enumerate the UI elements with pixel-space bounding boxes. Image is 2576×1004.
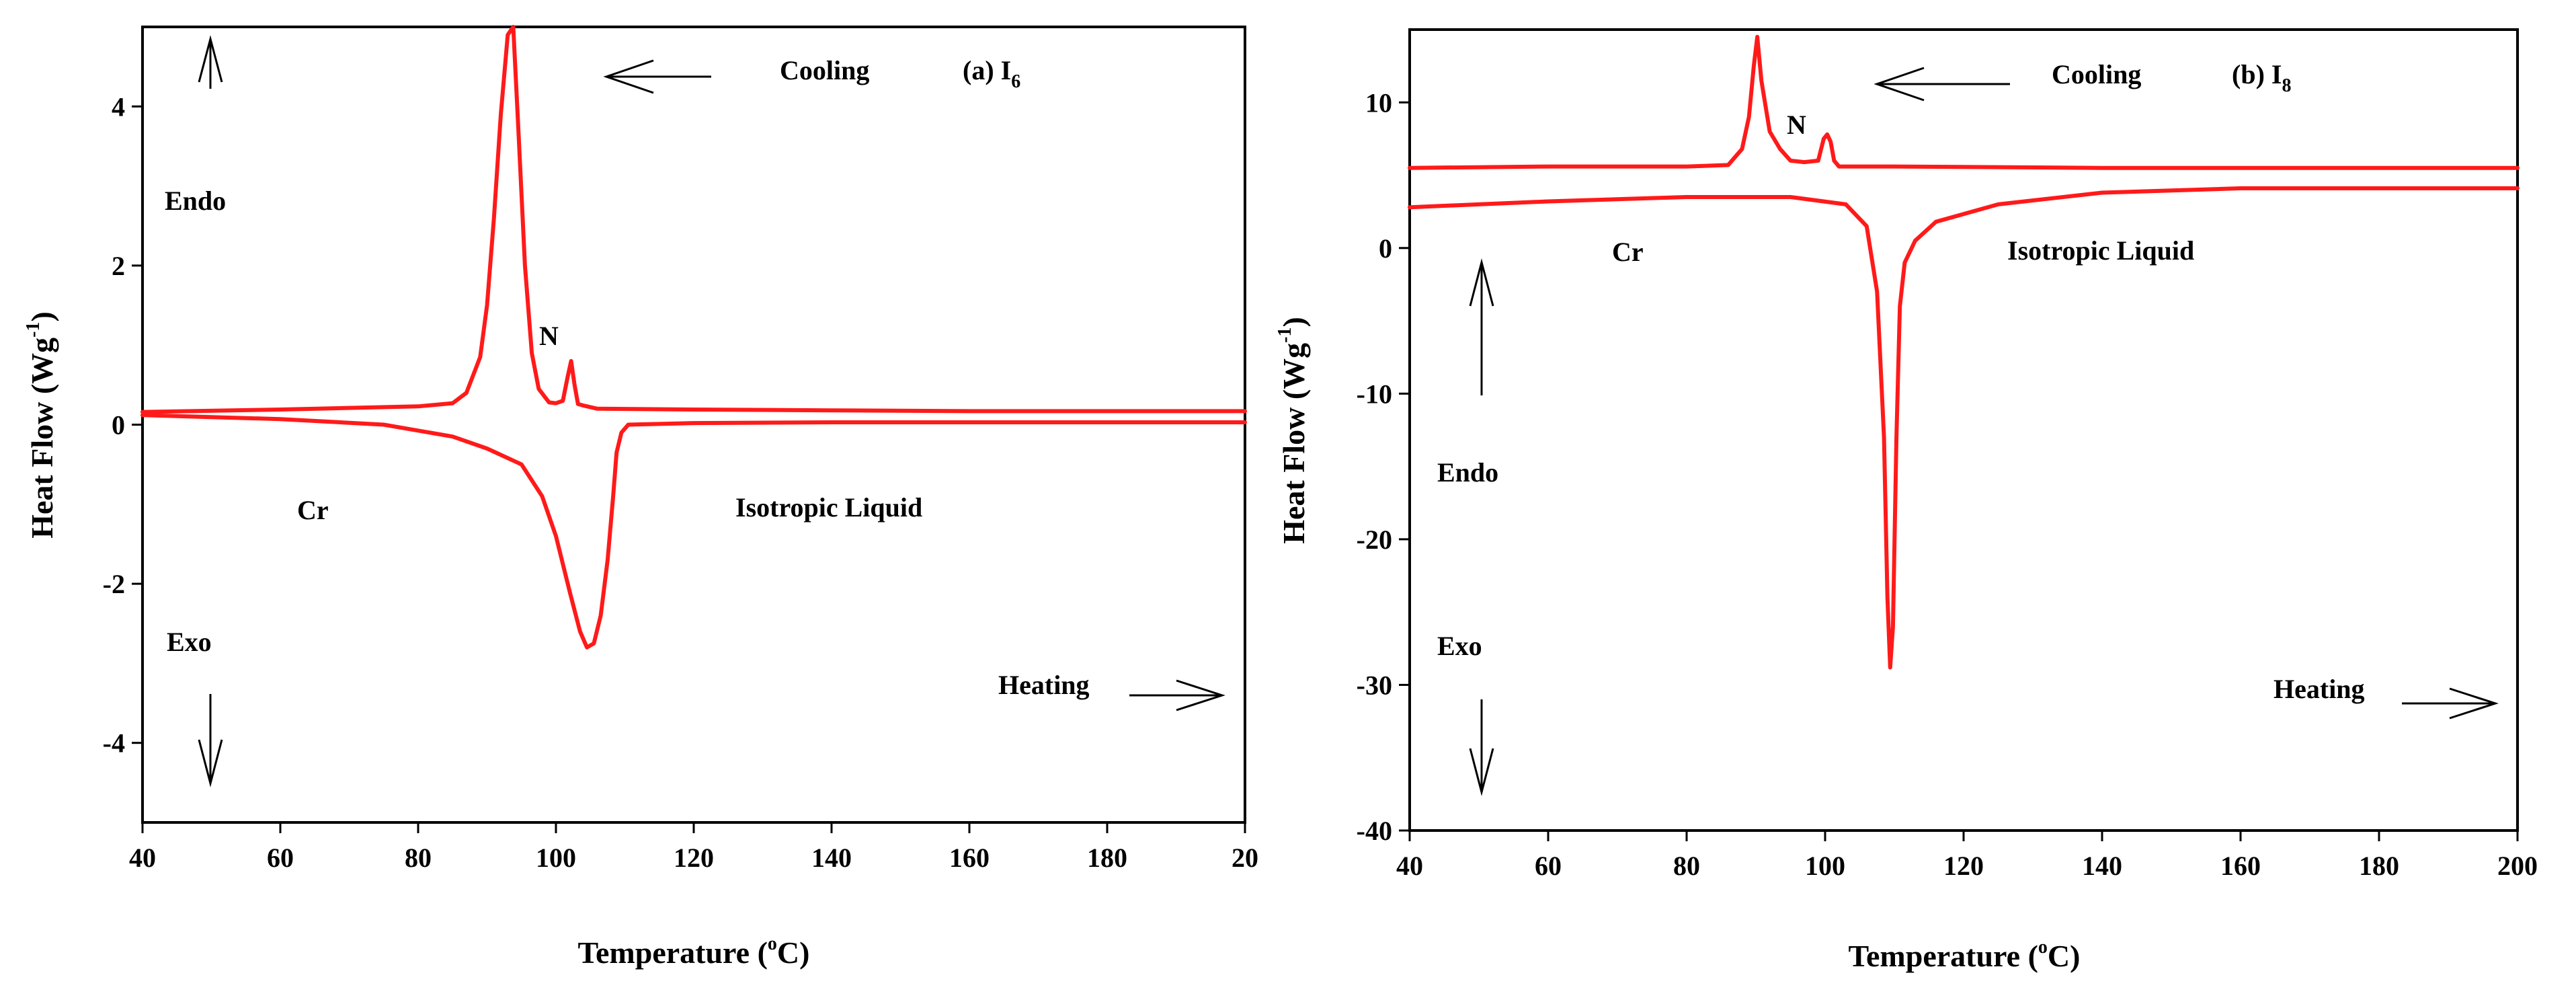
y-tick-label: -10 — [1357, 379, 1392, 409]
annotation-heating: Heating — [998, 670, 1090, 700]
y-tick-label: 0 — [1379, 233, 1392, 264]
x-axis-label: Temperature (oC) — [1849, 937, 2081, 973]
y-tick-label: -4 — [103, 728, 125, 759]
arrow-left-icon — [603, 59, 711, 94]
series-line-cooling — [1408, 34, 2520, 170]
arrow-right-icon — [2402, 687, 2499, 720]
x-tick-label: 60 — [267, 843, 294, 873]
x-tick-label: 120 — [1943, 851, 1984, 881]
arrow-right-icon — [1129, 679, 1225, 711]
series-line-heating — [1408, 186, 2520, 670]
x-tick-label: 40 — [129, 843, 156, 873]
annotation-cr: Cr — [297, 495, 329, 525]
chart-title: (a) I6 — [963, 55, 1020, 92]
x-tick-label: 200 — [2497, 851, 2538, 881]
series-group — [140, 25, 1247, 650]
series-line-heating — [140, 413, 1247, 650]
y-tick-label: -2 — [103, 569, 125, 599]
y-axis-label: Heat Flow (Wg-1) — [1275, 317, 1311, 544]
y-ticks: -4 -2 0 2 4 — [103, 91, 143, 759]
x-tick-label: 160 — [2220, 851, 2261, 881]
x-tick-label: 140 — [811, 843, 852, 873]
annotation-n: N — [1787, 110, 1806, 140]
x-tick-label: 180 — [2359, 851, 2399, 881]
arrow-up-icon — [1469, 258, 1494, 395]
y-axis-label: Heat Flow (Wg-1) — [23, 311, 59, 539]
series-group — [1408, 34, 2520, 670]
annotation-isotropic: Isotropic Liquid — [735, 492, 922, 523]
chart-title: (b) I8 — [2232, 59, 2291, 96]
x-axis-label: Temperature (oC) — [578, 933, 810, 970]
annotation-isotropic: Isotropic Liquid — [2007, 235, 2194, 266]
x-tick-label: 100 — [1805, 851, 1845, 881]
annotation-exo: Exo — [1437, 631, 1482, 661]
arrow-up-icon — [198, 35, 223, 89]
annotation-endo: Endo — [1437, 457, 1498, 488]
annotation-endo: Endo — [165, 186, 226, 216]
x-tick-label: 80 — [1673, 851, 1700, 881]
x-tick-label: 80 — [405, 843, 432, 873]
y-tick-label: -20 — [1357, 525, 1392, 555]
y-tick-label: 4 — [112, 91, 125, 122]
plot-frame — [1408, 28, 2519, 832]
x-tick-label: 160 — [949, 843, 990, 873]
y-tick-label: 10 — [1365, 87, 1392, 118]
x-ticks: 40 60 80 100 120 140 160 180 20 — [129, 822, 1258, 873]
x-tick-label: 60 — [1535, 851, 1562, 881]
chart-b: 40 60 80 100 120 140 160 180 200 -40 -30 -20 -10 0 10… — [1275, 28, 2538, 973]
annotation-heating: Heating — [2273, 674, 2365, 704]
annotation-exo: Exo — [167, 627, 212, 657]
chart-a: 40 60 80 100 120 140 160 180 20 -4 -2 0 2 4 Temperat… — [23, 25, 1258, 970]
y-tick-label: -30 — [1357, 670, 1392, 700]
annotation-cooling: Cooling — [780, 55, 869, 85]
x-ticks: 40 60 80 100 120 140 160 180 200 — [1396, 831, 2538, 881]
x-tick-label: 100 — [536, 843, 576, 873]
x-tick-label: 140 — [2082, 851, 2122, 881]
x-tick-label: 20 — [1232, 843, 1258, 873]
arrow-left-icon — [1874, 67, 2010, 102]
y-tick-label: -40 — [1357, 816, 1392, 846]
y-tick-label: 2 — [112, 251, 125, 281]
series-line-cooling — [140, 25, 1247, 414]
x-tick-label: 40 — [1396, 851, 1423, 881]
y-ticks: -40 -30 -20 -10 0 10 — [1357, 87, 1410, 846]
x-tick-label: 120 — [674, 843, 714, 873]
arrow-down-icon — [198, 694, 223, 787]
x-tick-label: 180 — [1087, 843, 1127, 873]
y-tick-label: 0 — [112, 410, 125, 440]
annotation-cr: Cr — [1612, 237, 1644, 267]
annotation-cooling: Cooling — [2052, 59, 2141, 89]
arrow-down-icon — [1469, 699, 1494, 796]
annotation-n: N — [539, 321, 559, 351]
